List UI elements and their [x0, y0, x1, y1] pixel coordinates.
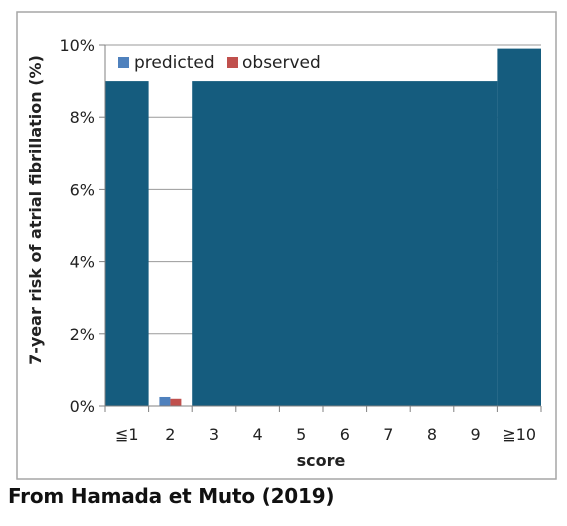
legend-label-predicted: predicted	[134, 53, 215, 73]
legend-swatch-observed	[227, 57, 238, 68]
legend: predicted observed	[118, 53, 321, 73]
y-axis-title: 7-year risk of atrial fibrillation (%)	[26, 55, 45, 365]
x-tick-label: 4	[253, 425, 263, 444]
x-tick-label: ≧10	[502, 425, 536, 444]
x-tick-label: 3	[209, 425, 219, 444]
x-tick-label: 7	[383, 425, 393, 444]
legend-background	[108, 48, 470, 81]
overlay-block	[497, 48, 541, 407]
x-tick-labels: ≦1 2 3 4 5 6 7 8 9 ≧10	[115, 425, 536, 444]
x-tick-label: 8	[427, 425, 437, 444]
axes	[104, 45, 542, 412]
y-tick-label: 2%	[70, 325, 95, 344]
bar-observed	[170, 398, 182, 406]
overlay-block	[192, 81, 498, 406]
bars	[159, 396, 182, 406]
x-axis-title: score	[297, 451, 346, 470]
overlay-block	[105, 81, 149, 406]
x-tick-label: 9	[471, 425, 481, 444]
x-tick-label: ≦1	[115, 425, 139, 444]
legend-swatch-predicted	[118, 57, 129, 68]
y-tick-label: 8%	[70, 108, 95, 127]
x-tick-label: 2	[165, 425, 175, 444]
y-tick-labels: 0% 2% 4% 6% 8% 10%	[59, 36, 95, 416]
legend-label-observed: observed	[242, 53, 321, 73]
y-tick-label: 10%	[59, 36, 95, 55]
y-tick-label: 4%	[70, 253, 95, 272]
figure-caption: From Hamada et Muto (2019)	[8, 484, 335, 508]
bar-predicted	[159, 396, 171, 406]
y-tick-label: 0%	[70, 397, 95, 416]
x-tick-label: 6	[340, 425, 350, 444]
y-tick-label: 6%	[70, 180, 95, 199]
occlusion-overlay	[105, 48, 541, 407]
x-tick-label: 5	[296, 425, 306, 444]
